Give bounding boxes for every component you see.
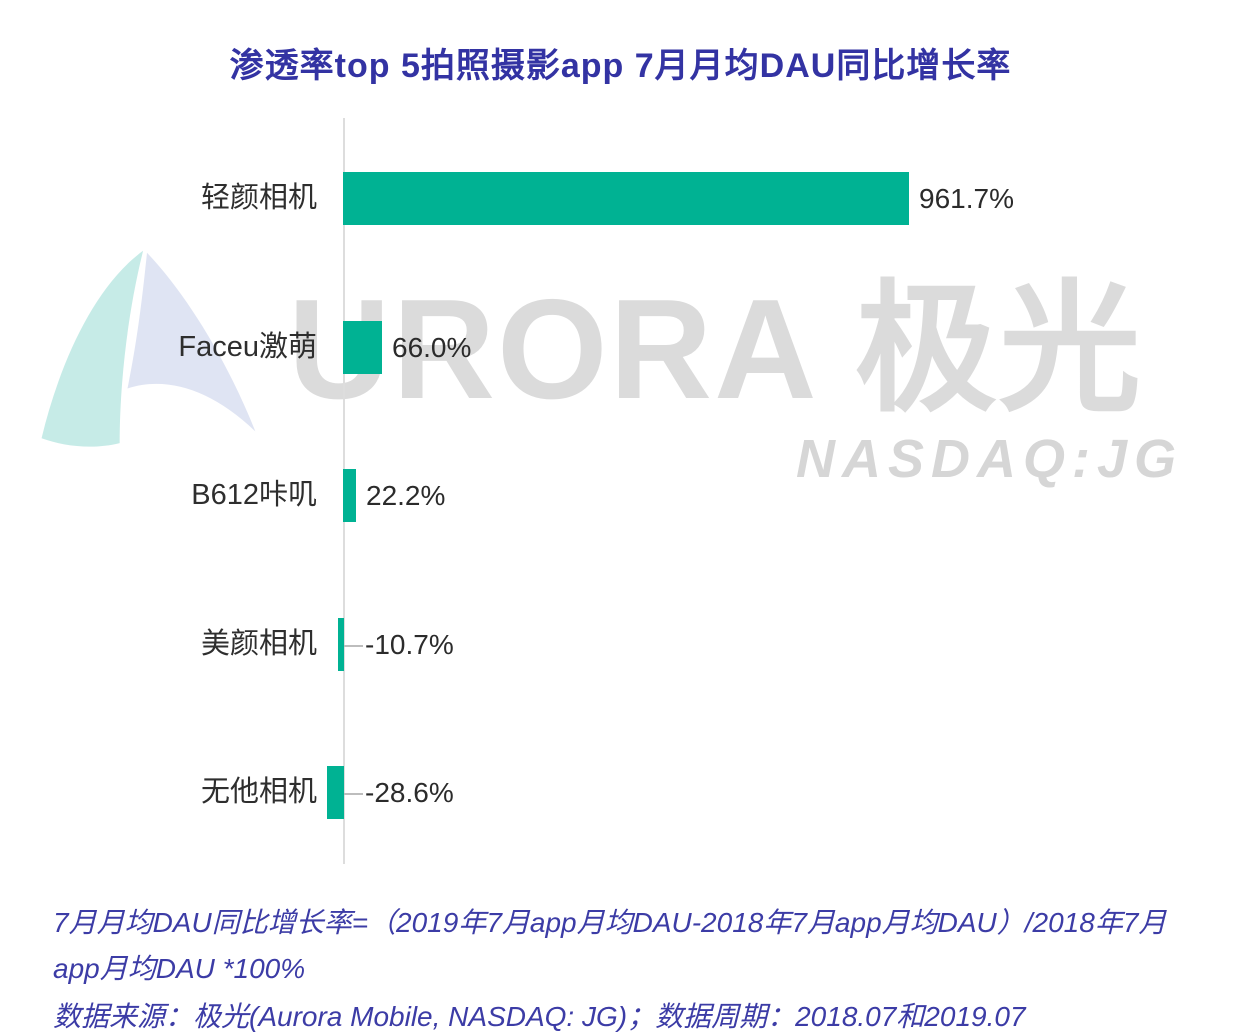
category-label: B612咔叽 bbox=[191, 479, 317, 511]
category-label: 轻颜相机 bbox=[200, 182, 317, 214]
category-label: Faceu激萌 bbox=[178, 331, 317, 363]
chart-title: 渗透率top 5拍照摄影app 7月月均DAU同比增长率 bbox=[229, 47, 1012, 85]
value-label: 66.0% bbox=[392, 332, 472, 363]
value-label: 961.7% bbox=[919, 183, 1014, 214]
category-label: 美颜相机 bbox=[200, 628, 317, 660]
callout-line bbox=[344, 793, 363, 795]
category-label: 无他相机 bbox=[200, 776, 317, 808]
watermark-ticker-text: NASDAQ:JG bbox=[795, 429, 1183, 489]
value-label: 22.2% bbox=[366, 480, 446, 511]
footnote-source: 数据来源：极光(Aurora Mobile, NASDAQ: JG)；数据周期：… bbox=[53, 1001, 1026, 1032]
bar-3 bbox=[338, 618, 344, 671]
value-label: -28.6% bbox=[365, 777, 454, 808]
callout-line bbox=[344, 645, 363, 647]
aurora-logo-icon bbox=[41, 250, 256, 447]
bar-0 bbox=[343, 172, 909, 225]
watermark-brand-text: URORA 极光 bbox=[288, 270, 1143, 429]
bar-2 bbox=[343, 469, 356, 522]
bar-4 bbox=[327, 766, 344, 819]
value-label: -10.7% bbox=[365, 629, 454, 660]
footnote-formula: 7月月均DAU同比增长率=（2019年7月app月均DAU-2018年7月app… bbox=[53, 907, 1167, 984]
footnotes: 7月月均DAU同比增长率=（2019年7月app月均DAU-2018年7月app… bbox=[53, 900, 1211, 1036]
bar-1 bbox=[343, 321, 382, 374]
